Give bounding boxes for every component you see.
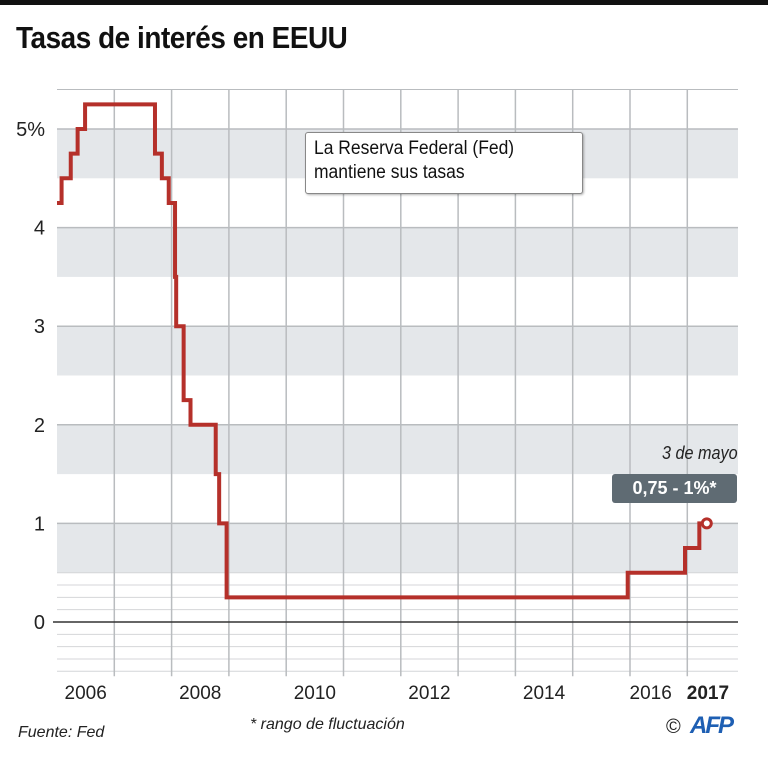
y-tick-label: 3	[34, 316, 45, 338]
source-label: Fuente: Fed	[18, 724, 105, 741]
x-tick-label: 2012	[408, 683, 450, 704]
y-tick-label: 1	[34, 513, 45, 535]
afp-logo: AFP	[690, 712, 734, 739]
annotation-line1: La Reserva Federal (Fed)	[314, 138, 515, 159]
copyright-symbol: ©	[666, 716, 681, 738]
band	[57, 424, 738, 475]
end-point-marker	[700, 517, 713, 530]
y-tick-label: 5%	[16, 119, 45, 141]
footnote: * rango de fluctuación	[250, 716, 405, 733]
x-tick-label: 2017	[687, 683, 729, 704]
rate-line	[57, 102, 707, 600]
callout-value-badge: 0,75 - 1%*	[612, 474, 737, 503]
callout-date: 3 de mayo	[662, 443, 738, 463]
x-tick-label: 2008	[179, 683, 221, 704]
top-bar	[0, 0, 768, 5]
x-tick-label: 2016	[630, 683, 672, 704]
x-tick-label: 2014	[523, 683, 566, 704]
band	[57, 523, 738, 573]
annotation-box: La Reserva Federal (Fed) mantiene sus ta…	[305, 132, 583, 194]
y-tick-label: 2	[34, 415, 45, 437]
y-tick-label: 0	[34, 612, 45, 634]
band	[57, 227, 738, 277]
x-tick-label: 2010	[294, 683, 336, 704]
chart-title: Tasas de interés en EEUU	[16, 20, 348, 55]
y-tick-label: 4	[34, 218, 45, 240]
band	[57, 326, 738, 376]
x-tick-label: 2006	[65, 683, 107, 704]
annotation-line2: mantiene sus tasas	[314, 162, 465, 183]
